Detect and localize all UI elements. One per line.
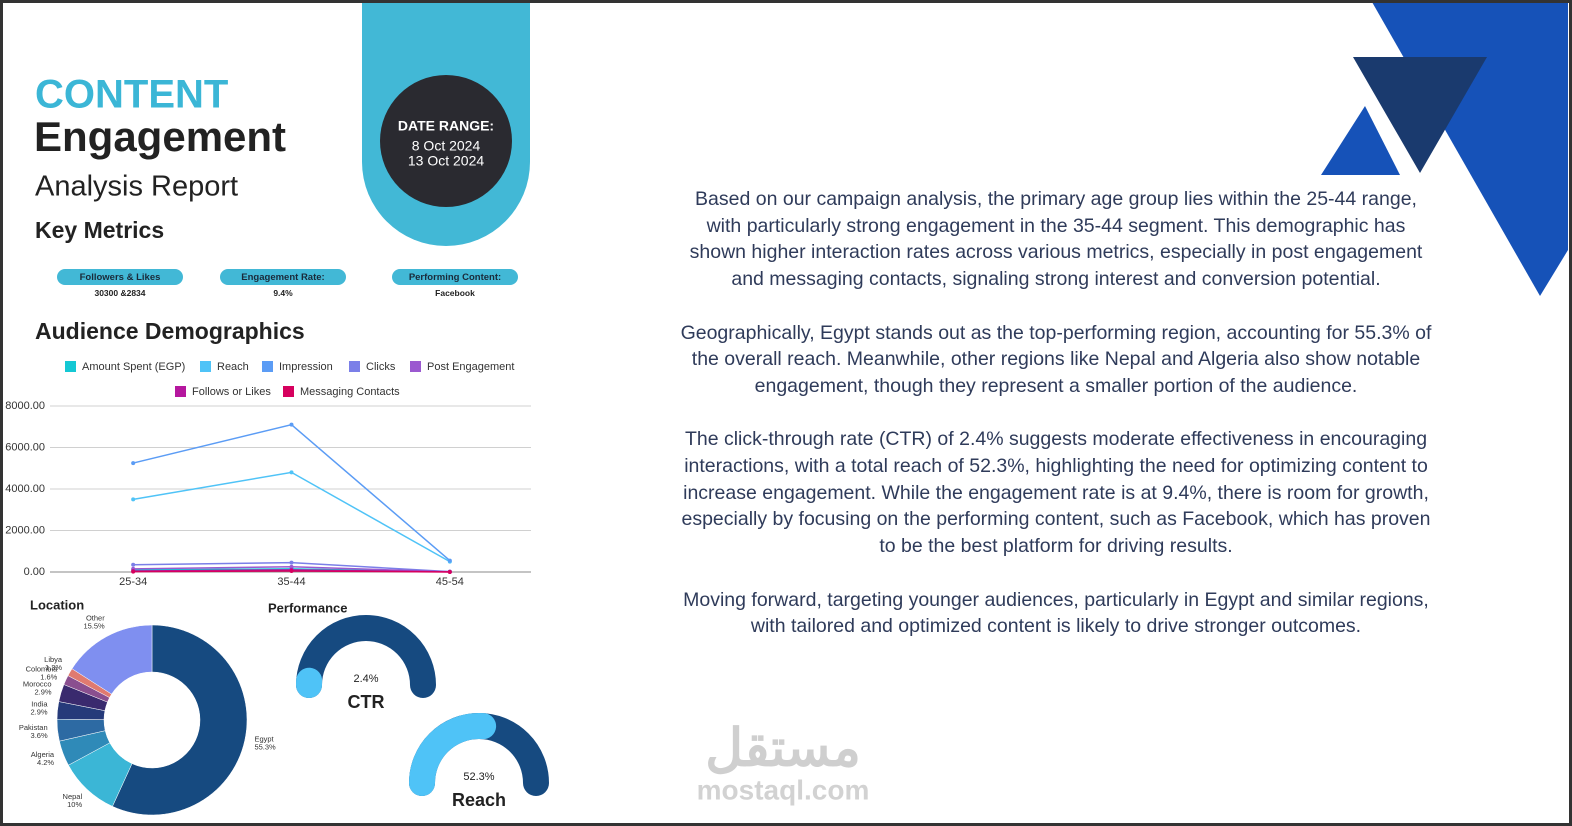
metric-pill (392, 269, 518, 285)
series-line (133, 471, 451, 563)
section-title: Audience Demographics (35, 318, 305, 344)
series-point (289, 470, 294, 475)
series-point (131, 497, 136, 502)
series-point (289, 564, 294, 569)
legend-label: Post Engagement (427, 361, 514, 373)
x-tick-label: 45-54 (436, 576, 464, 588)
legend-swatch (175, 386, 186, 397)
legend-label: Impression (279, 361, 333, 373)
donut-value-label: 15.5% (83, 622, 105, 631)
y-tick-label: 4000.00 (5, 483, 45, 495)
metric-label: Followers & Likes (80, 272, 161, 283)
donut-value-label: 4.2% (37, 758, 54, 767)
metric-pill (57, 269, 183, 285)
metric-pill (220, 269, 346, 285)
legend-swatch (283, 386, 294, 397)
y-tick-label: 8000.00 (5, 400, 45, 412)
x-tick-label: 25-34 (119, 576, 147, 588)
metric-label: Performing Content: (409, 272, 501, 283)
gauge-track (296, 615, 436, 698)
section-title: Performance (268, 600, 347, 615)
paragraph: Based on our campaign analysis, the prim… (689, 188, 1423, 291)
legend-swatch (262, 361, 273, 372)
legend-swatch (410, 361, 421, 372)
analysis-text: Based on our campaign analysis, the prim… (676, 186, 1436, 667)
x-tick-label: 35-44 (277, 576, 305, 588)
donut-category: Algeria (31, 750, 55, 759)
decor-triangle (1321, 106, 1400, 175)
watermark: مستقل (705, 720, 861, 778)
donut-category: Other (86, 614, 105, 623)
gauge-label: Reach (452, 790, 506, 810)
gauge-value-label: 2.4% (353, 673, 378, 685)
date-badge (380, 75, 512, 207)
title-top: CONTENT (35, 73, 228, 117)
series-point (289, 568, 294, 573)
date-start: 8 Oct 2024 (412, 138, 481, 154)
donut-slice (71, 624, 153, 695)
gauge-label: CTR (348, 692, 385, 712)
watermark: mostaql.com (697, 774, 870, 805)
legend-label: Messaging Contacts (300, 386, 400, 398)
series-point (447, 570, 452, 574)
paragraph: Moving forward, targeting younger audien… (683, 588, 1429, 638)
paragraph: Geographically, Egypt stands out as the … (680, 321, 1432, 397)
donut-category: Pakistan (19, 723, 48, 732)
legend-label: Clicks (366, 361, 396, 373)
donut-category: Libya (44, 655, 63, 664)
paragraph: The click-through rate (CTR) of 2.4% sug… (681, 428, 1431, 558)
donut-value-label: 1.3% (45, 663, 62, 672)
subtitle: Analysis Report (35, 171, 238, 203)
series-point (289, 422, 294, 427)
donut-category: India (31, 700, 48, 709)
donut-value-label: 2.9% (34, 687, 51, 696)
donut-category: Morocco (23, 679, 52, 688)
metric-value: 9.4% (273, 288, 293, 298)
section-title: Key Metrics (35, 217, 164, 243)
legend-label: Reach (217, 361, 249, 373)
legend-label: Follows or Likes (192, 386, 271, 398)
legend-swatch (200, 361, 211, 372)
metric-label: Engagement Rate: (241, 272, 324, 283)
series-point (131, 562, 136, 567)
series-point (447, 558, 452, 563)
gauge-value-label: 52.3% (463, 771, 494, 783)
title-main: Engagement (34, 113, 286, 160)
y-tick-label: 6000.00 (5, 441, 45, 453)
donut-category: Colombia (26, 664, 59, 673)
metric-value: 30300 &2834 (94, 288, 145, 298)
donut-value-label: 3.6% (31, 731, 48, 740)
series-point (131, 569, 136, 574)
legend-swatch (65, 361, 76, 372)
donut-value-label: 55.3% (254, 743, 276, 752)
y-tick-label: 2000.00 (5, 524, 45, 536)
donut-slice (112, 624, 248, 816)
donut-value-label: 1.6% (40, 672, 57, 681)
series-line (132, 423, 451, 562)
series-point (289, 560, 294, 565)
y-tick-label: 0.00 (24, 566, 45, 578)
metric-value: Facebook (435, 288, 475, 298)
donut-category: Nepal (63, 792, 83, 801)
legend-label: Amount Spent (EGP) (82, 361, 185, 373)
legend-swatch (349, 361, 360, 372)
donut-value-label: 10% (67, 800, 82, 809)
donut-value-label: 2.9% (30, 708, 47, 717)
donut-category: Egypt (254, 735, 274, 744)
series-point (131, 461, 136, 466)
section-title: Location (30, 597, 84, 612)
gauge-fill (409, 713, 497, 796)
date-end: 13 Oct 2024 (408, 153, 484, 169)
date-label: DATE RANGE: (398, 118, 494, 134)
decor-triangle (1353, 57, 1487, 173)
